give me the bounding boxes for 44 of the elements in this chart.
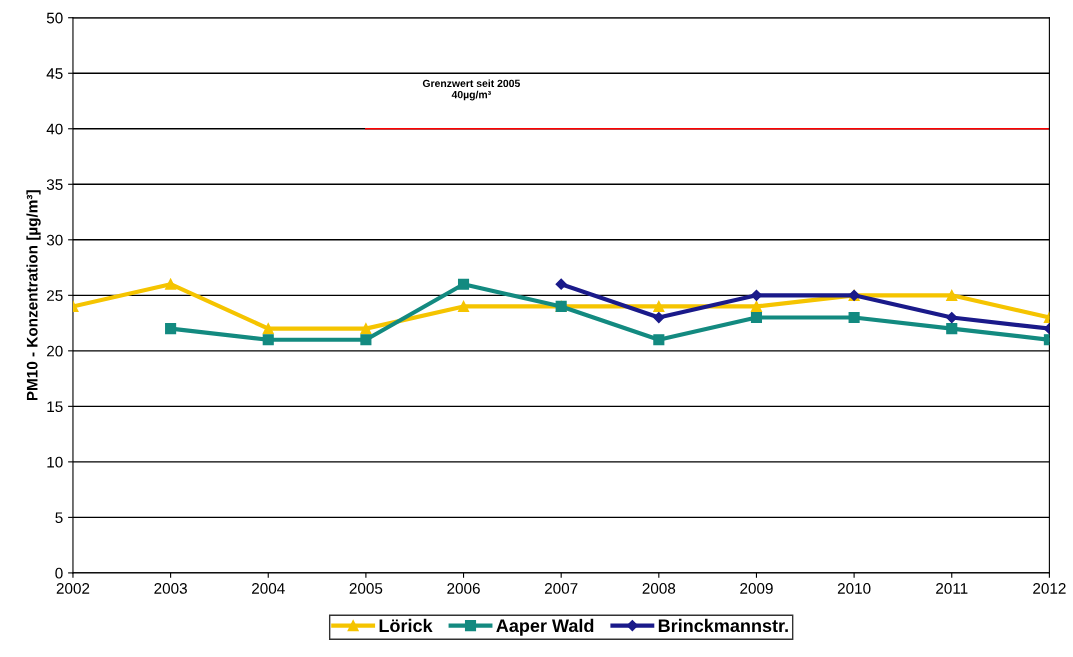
point	[946, 289, 958, 301]
point	[653, 300, 665, 312]
y-tick-label: 25	[47, 290, 63, 302]
x-tick-label: 2008	[642, 583, 676, 594]
x-tick-label: 2012	[1033, 583, 1066, 594]
y-tick-label: 45	[46, 68, 63, 79]
point	[457, 278, 470, 290]
y-tick-label: 20	[47, 345, 63, 357]
point	[262, 323, 274, 335]
point	[555, 278, 567, 290]
y-axis-title: PM10 - Konzentration [µg/m³]	[26, 190, 41, 401]
point	[165, 278, 177, 290]
point	[750, 300, 763, 312]
point	[848, 311, 860, 324]
y-tick-label: 10	[47, 456, 63, 468]
x-tick-label: 2007	[544, 583, 578, 594]
annotation: Grenzwert seit 2005 40µg/m³	[422, 79, 520, 101]
x-tick-label: 2002	[56, 583, 90, 594]
point	[165, 323, 177, 335]
x-tick-label: 2003	[154, 583, 187, 594]
point	[360, 334, 372, 346]
legend-label: Lörick	[379, 618, 433, 633]
point	[653, 334, 665, 346]
x-tick-label: 2009	[740, 583, 773, 594]
y-tick-label: 15	[47, 401, 63, 413]
point	[262, 334, 274, 346]
x-tick-label: 2004	[252, 583, 285, 594]
legend-label: Aaper Wald	[496, 618, 594, 636]
y-tick-label: 50	[46, 12, 63, 24]
point	[360, 323, 372, 335]
y-tick-label: 30	[46, 234, 63, 246]
point	[653, 311, 665, 324]
y-tick-label: 5	[55, 512, 63, 524]
x-tick-label: 2006	[447, 583, 480, 594]
point	[946, 323, 958, 335]
point	[750, 311, 763, 324]
x-tick-label: 2005	[349, 583, 383, 594]
x-tick-label: 2010	[837, 583, 871, 594]
x-tick-label: 2011	[936, 583, 968, 594]
y-tick-label: 35	[46, 179, 63, 190]
legend-label: Brinckmannstr.	[658, 618, 788, 633]
point	[457, 300, 470, 312]
y-tick-label: 40	[46, 123, 63, 135]
y-tick-label: 0	[55, 567, 63, 579]
